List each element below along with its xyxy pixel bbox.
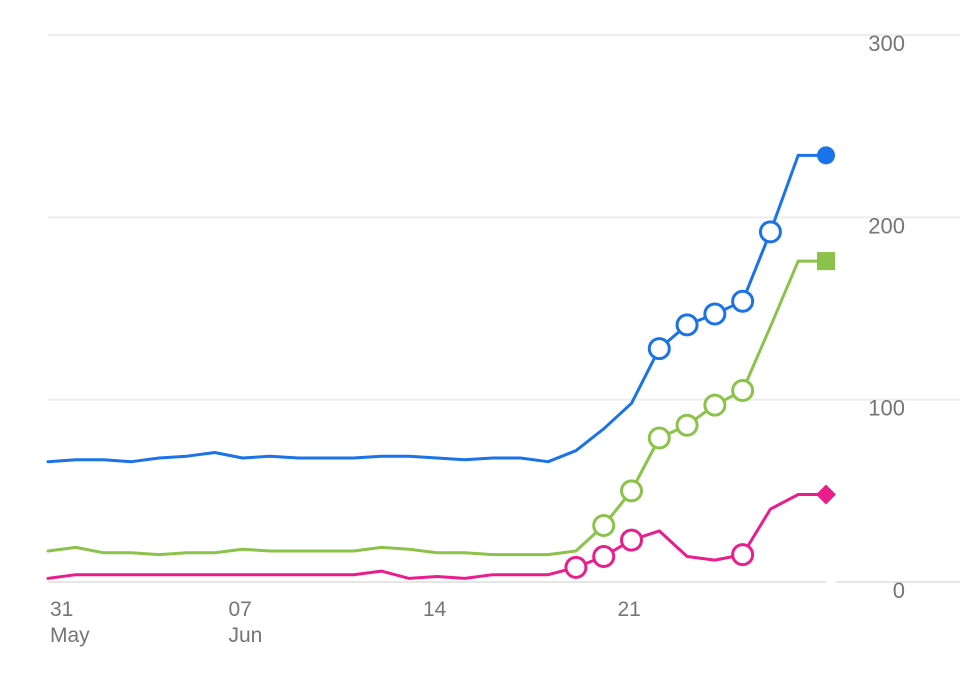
series-2-open-marker (564, 555, 588, 579)
series-1-open-marker (647, 426, 671, 450)
x-tick-label-21: 21 (618, 598, 641, 621)
series-0-open-marker (647, 337, 671, 361)
series-1-end-marker (817, 252, 835, 271)
series-1-line (46, 259, 800, 557)
y-axis-ticks: 0 100 200 300 (868, 31, 905, 603)
series-1-open-marker (731, 379, 755, 403)
x-tick-label-14: 14 (423, 598, 447, 621)
series-0-open-marker (675, 313, 699, 337)
series-1-open-marker (620, 479, 643, 503)
series-2-open-marker (731, 543, 755, 567)
y-tick-label-100: 100 (868, 396, 905, 421)
x-tick-label-07: 07 (229, 598, 252, 621)
y-tick-label-300: 300 (868, 31, 905, 56)
x-tick-month-may: May (50, 624, 90, 647)
series-2-open-marker (592, 544, 616, 568)
series-1-open-marker (675, 413, 699, 437)
series-0-open-marker (703, 302, 727, 326)
series-1-open-marker (592, 513, 616, 537)
series-lines (46, 153, 826, 580)
series-0-end-marker (817, 146, 835, 165)
series-markers (564, 146, 836, 579)
series-2-end-marker (816, 484, 836, 505)
gridlines (48, 34, 960, 583)
series-0-open-marker (758, 220, 782, 244)
series-0-open-marker (731, 289, 755, 313)
x-axis-ticks: 31 May 07 Jun 14 21 (50, 598, 641, 647)
series-0-line (46, 153, 800, 464)
x-tick-month-jun: Jun (229, 624, 263, 647)
series-2-open-marker (620, 528, 643, 552)
series-1-open-marker (703, 393, 727, 417)
y-tick-label-0: 0 (893, 578, 905, 603)
series-2-line (46, 493, 800, 580)
x-tick-label-31: 31 (50, 598, 73, 621)
y-tick-label-200: 200 (868, 213, 905, 238)
